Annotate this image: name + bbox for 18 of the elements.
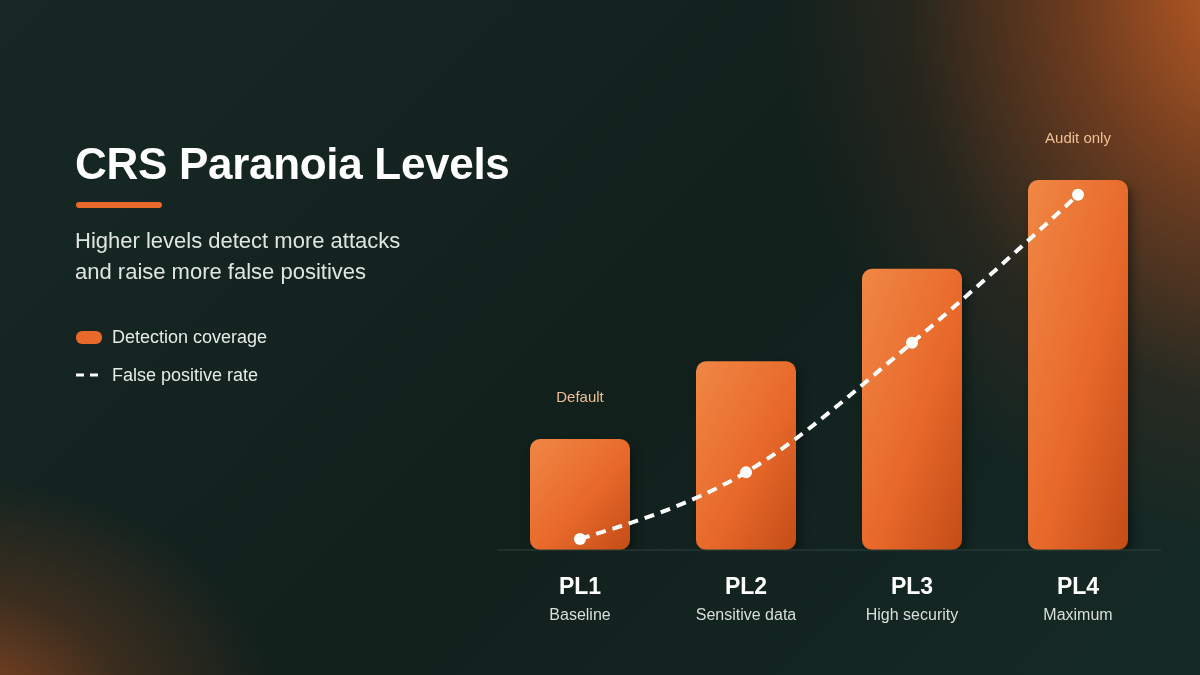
legend-label: Detection coverage <box>112 326 268 348</box>
x-tick-label: PL2 Sensitive data <box>695 573 797 623</box>
annotation: Default <box>556 388 605 405</box>
bar <box>862 268 962 550</box>
point <box>906 336 918 349</box>
chart-title: CRS Paranoia Levels <box>75 139 510 188</box>
point <box>1072 188 1084 201</box>
x-tick-label: PL4 Maximum <box>1043 573 1113 623</box>
point <box>740 466 752 479</box>
x-tick-label: PL3 High security <box>865 573 959 623</box>
bar <box>696 361 796 550</box>
bar <box>530 439 630 550</box>
bar <box>1028 180 1128 550</box>
point <box>574 532 586 545</box>
text: Higher levels detect more attacks and raise more false positives <box>75 227 402 286</box>
annotation: Audit only <box>1045 129 1112 146</box>
x-tick-label: PL1 Baseline <box>549 573 611 623</box>
legend-label: False positive rate <box>112 364 259 386</box>
